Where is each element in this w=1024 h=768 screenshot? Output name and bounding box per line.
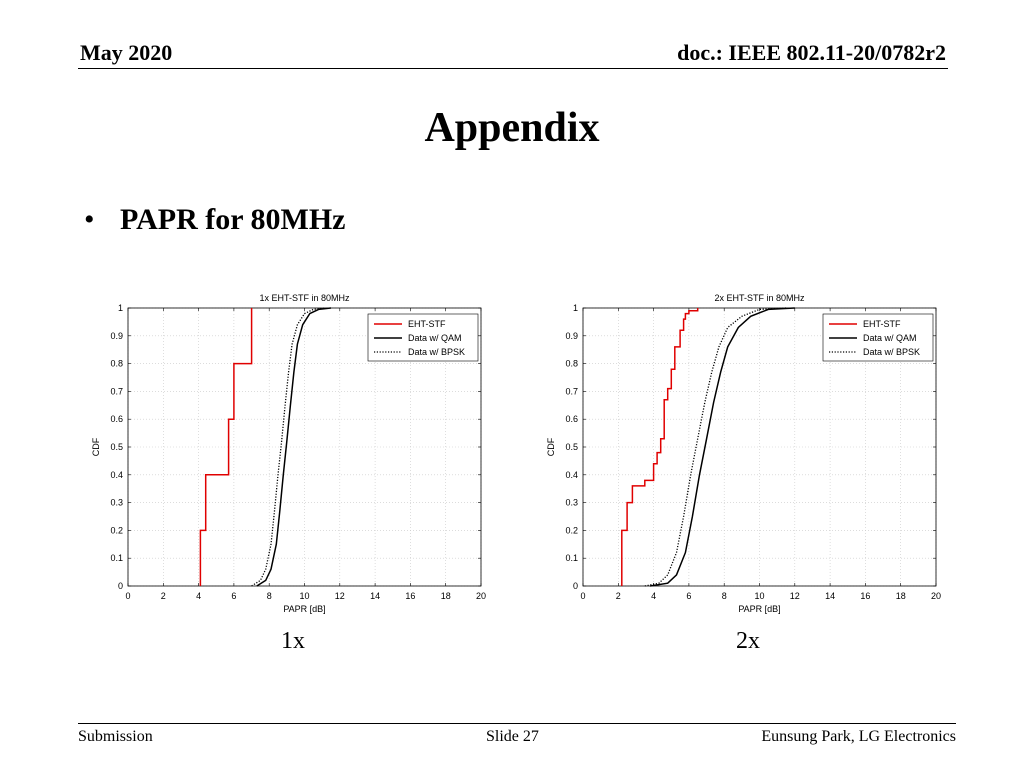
header-date: May 2020 [80,40,173,65]
bullet-text: PAPR for 80MHz [120,203,346,236]
y-tick-label: 0.8 [565,359,578,369]
x-axis-label: PAPR [dB] [283,604,325,614]
plot-frame [127,307,482,587]
legend-label: Data w/ QAM [863,333,917,343]
x-tick-label: 0 [580,591,585,601]
y-tick-label: 0.1 [110,553,123,563]
y-tick-label: 0.6 [565,414,578,424]
header-doc-id: doc.: IEEE 802.11-20/0782r2 [677,40,946,65]
caption-2x: 2x [736,628,760,654]
x-tick-label: 4 [196,591,201,601]
y-tick-label: 0.7 [565,386,578,396]
plot-frame [582,307,937,587]
x-tick-label: 6 [231,591,236,601]
header-divider [78,68,948,69]
legend-label: Data w/ BPSK [408,347,465,357]
x-tick-label: 12 [335,591,345,601]
chart-title: 1x EHT-STF in 80MHz [259,293,350,303]
bullet-item: • PAPR for 80MHz [84,203,345,237]
x-tick-label: 16 [860,591,870,601]
x-tick-label: 14 [370,591,380,601]
series-line-data-w-bpsk [644,307,787,587]
y-tick-label: 0.9 [110,331,123,341]
footer-slide-number: Slide 27 [486,728,539,745]
y-tick-label: 0 [573,581,578,591]
y-tick-label: 0.9 [565,331,578,341]
y-tick-label: 0.1 [565,553,578,563]
y-tick-label: 0.5 [110,442,123,452]
y-tick-label: 1 [573,303,578,313]
y-tick-label: 0.4 [110,470,123,480]
series-line-eht-stf [199,308,253,586]
footer-author: Eunsung Park, LG Electronics [761,728,956,745]
y-tick-label: 0.2 [110,525,123,535]
footer-divider [78,723,956,724]
y-tick-label: 0.4 [565,470,578,480]
chart-1x: 1x EHT-STF in 80MHz 0 2 4 6 8 10 12 14 16 18 20 0 0.1… [91,293,486,614]
y-axis-label: CDF [546,437,556,456]
x-tick-label: 4 [651,591,656,601]
x-tick-label: 10 [299,591,309,601]
y-tick-label: 1 [118,303,123,313]
slide-title: Appendix [424,105,600,151]
x-tick-label: 18 [896,591,906,601]
x-tick-label: 20 [476,591,486,601]
y-tick-label: 0.8 [110,359,123,369]
x-tick-label: 18 [441,591,451,601]
x-tick-label: 12 [790,591,800,601]
y-tick-label: 0.3 [110,498,123,508]
chart-2x: 2x EHT-STF in 80MHz 0 2 4 6 8 10 12 14 16 18 20 0 0.1… [546,293,941,614]
x-tick-label: 2 [161,591,166,601]
x-tick-label: 14 [825,591,835,601]
x-tick-label: 8 [267,591,272,601]
y-axis-label: CDF [91,437,101,456]
x-tick-label: 16 [405,591,415,601]
chart-title: 2x EHT-STF in 80MHz [714,293,805,303]
series-line-data-w-qam [649,307,795,587]
bullet-marker: • [84,203,95,236]
legend-label: EHT-STF [863,319,901,329]
x-tick-label: 6 [686,591,691,601]
y-tick-label: 0.7 [110,386,123,396]
x-tick-label: 10 [754,591,764,601]
x-tick-label: 20 [931,591,941,601]
x-axis-label: PAPR [dB] [738,604,780,614]
footer-submission: Submission [78,728,153,745]
series-line-data-w-qam [256,307,332,587]
legend-label: Data w/ QAM [408,333,462,343]
y-tick-label: 0.2 [565,525,578,535]
x-tick-label: 0 [125,591,130,601]
y-tick-label: 0 [118,581,123,591]
y-tick-label: 0.6 [110,414,123,424]
y-tick-label: 0.3 [565,498,578,508]
legend-label: EHT-STF [408,319,446,329]
caption-1x: 1x [281,628,305,654]
y-tick-label: 0.5 [565,442,578,452]
x-tick-label: 8 [722,591,727,601]
series-line-data-w-bpsk [251,307,326,587]
series-line-eht-stf [621,308,699,586]
x-tick-label: 2 [616,591,621,601]
legend-label: Data w/ BPSK [863,347,920,357]
